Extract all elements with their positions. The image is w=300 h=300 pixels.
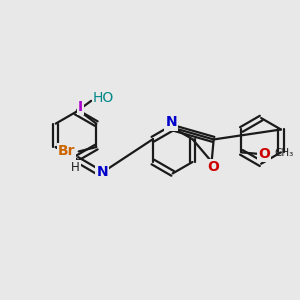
Text: O: O [258, 147, 270, 161]
Text: O: O [207, 160, 219, 174]
Text: CH₃: CH₃ [274, 148, 293, 158]
Text: HO: HO [93, 91, 114, 105]
Text: N: N [97, 165, 108, 179]
Text: Br: Br [58, 145, 75, 158]
Text: N: N [165, 116, 177, 130]
Text: H: H [71, 161, 80, 174]
Text: I: I [78, 100, 83, 114]
